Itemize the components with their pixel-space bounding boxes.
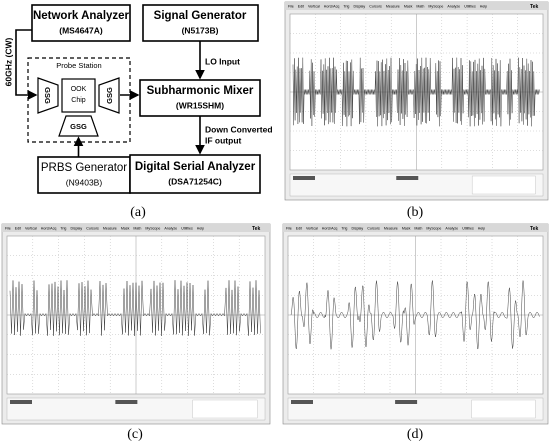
scope-menu-item: Analyze [164, 226, 177, 230]
scope-readout [471, 399, 536, 419]
scope-waveform [290, 280, 540, 350]
scope-brand: Tek [530, 4, 538, 10]
scope-menu-item: Mask [404, 4, 413, 8]
scope-menu-item: Math [416, 4, 424, 8]
gsg-label: GSG [105, 87, 114, 104]
network-analyzer-box [31, 4, 131, 42]
block-name: Network Analyzer [33, 10, 130, 22]
scope-menu-item: MyScope [426, 226, 441, 230]
scope-menu-item: MyScope [145, 226, 160, 230]
scope-menu-item: Cursors [86, 226, 99, 230]
scope-menu-bar [283, 224, 548, 232]
scope-menu-item: Horiz/Acq [324, 4, 340, 8]
if-label: IF output [205, 135, 242, 145]
scope-menu-item: Display [351, 226, 363, 230]
scope-menu-item: Help [480, 4, 487, 8]
cw-label: 60GHz (CW) [3, 38, 13, 87]
scope-menu-item: Analyze [447, 4, 460, 8]
gsg-label: GSG [43, 87, 52, 104]
scope-menu-item: Display [70, 226, 82, 230]
scope-menu-item: Measure [386, 4, 400, 8]
block-name: Signal Generator [154, 10, 247, 22]
scope-menu-item: Horiz/Acq [322, 226, 338, 230]
scope-menu-item: File [5, 226, 11, 230]
oscilloscope-screenshot: File Edit Vertical Horiz/Acq Trig Display Curs… [284, 1, 549, 201]
scope-menu-item: Help [197, 226, 204, 230]
panel-label: (c) [127, 427, 143, 442]
scope-menu-item: Trig [341, 226, 347, 230]
scope-waveform [9, 280, 261, 336]
scope-menu-item: Mask [121, 226, 130, 230]
scope-menu-item: Edit [296, 226, 302, 230]
gsg-probe [37, 77, 59, 114]
scope-brand: Tek [252, 226, 260, 232]
scope-menu-item: Cursors [369, 4, 382, 8]
chip [61, 78, 96, 113]
scope-menu-item: Utilities [462, 226, 474, 230]
scope-menu-item: File [286, 226, 292, 230]
probe-station-box [27, 57, 131, 143]
block-model: (WR15SHM) [176, 100, 224, 110]
oscilloscope-screenshot: File Edit Vertical Horiz/Acq Trig Display Curs… [1, 223, 271, 425]
probe-station-label: Probe Station [56, 61, 101, 70]
scope-menu-item: Help [478, 226, 485, 230]
block-name: Digital Serial Analyzer [135, 161, 256, 173]
arrow [15, 29, 38, 100]
signal-generator-box [142, 4, 259, 42]
block-name: PRBS Generator [41, 162, 127, 174]
gsg-probe [98, 77, 120, 114]
scope-menu-item: Cursors [367, 226, 380, 230]
scope-menu-item: Trig [60, 226, 66, 230]
chip-label: OOK [71, 86, 87, 93]
scope-channel-badge [396, 176, 419, 180]
scope-menu-item: Trig [343, 4, 349, 8]
block-name: Subharmonic Mixer [147, 85, 254, 97]
scope-menu-item: Analyze [445, 226, 458, 230]
scope-menu-bar [285, 2, 548, 10]
gsg-label: GSG [70, 122, 87, 131]
scope-menu-item: Vertical [308, 4, 320, 8]
lo-label: LO Input [205, 56, 240, 66]
scope-menu-item: Display [353, 4, 365, 8]
panel-label: (d) [407, 427, 424, 442]
panel-label: (a) [130, 205, 146, 220]
scope-readout [192, 399, 258, 419]
scope-channel-badge [395, 400, 418, 404]
scope-menu-item: Horiz/Acq [41, 226, 57, 230]
gsg-probe [58, 115, 99, 137]
scope-readout [471, 175, 536, 195]
scope-menu-item: MyScope [428, 4, 443, 8]
block-model: (DSA71254C) [168, 176, 222, 186]
block-model: (N9403B) [66, 177, 103, 187]
block-diagram: Network Analyzer (MS4647A) Signal Genera… [3, 4, 273, 194]
scope-channel-badge [115, 400, 138, 404]
scope-channel-badge [291, 400, 313, 404]
dsa-box [129, 154, 261, 194]
scope-menu-item: Mask [402, 226, 411, 230]
panel-label: (b) [407, 205, 424, 220]
chip-label: Chip [71, 97, 86, 104]
if-label: Down Converted [205, 124, 273, 134]
block-model: (MS4647A) [59, 25, 103, 35]
block-model: (N5173B) [182, 25, 219, 35]
scope-channel-badge [293, 176, 315, 180]
scope-menu-item: Math [414, 226, 422, 230]
scope-menu-item: Utilities [181, 226, 193, 230]
scope-menu-item: Vertical [306, 226, 318, 230]
oscilloscope-screenshot: File Edit Vertical Horiz/Acq Trig Display Curs… [282, 223, 549, 425]
scope-waveform [292, 57, 540, 127]
scope-menu-item: Measure [103, 226, 117, 230]
scope-brand: Tek [530, 226, 538, 232]
scope-menu-item: Utilities [464, 4, 476, 8]
scope-menu-item: Edit [298, 4, 304, 8]
scope-channel-badge [10, 400, 32, 404]
scope-menu-item: Edit [15, 226, 21, 230]
scope-menu-item: Measure [384, 226, 398, 230]
scope-menu-item: Vertical [25, 226, 37, 230]
scope-menu-item: File [288, 4, 294, 8]
scope-menu-item: Math [133, 226, 141, 230]
scope-menu-bar [2, 224, 270, 232]
